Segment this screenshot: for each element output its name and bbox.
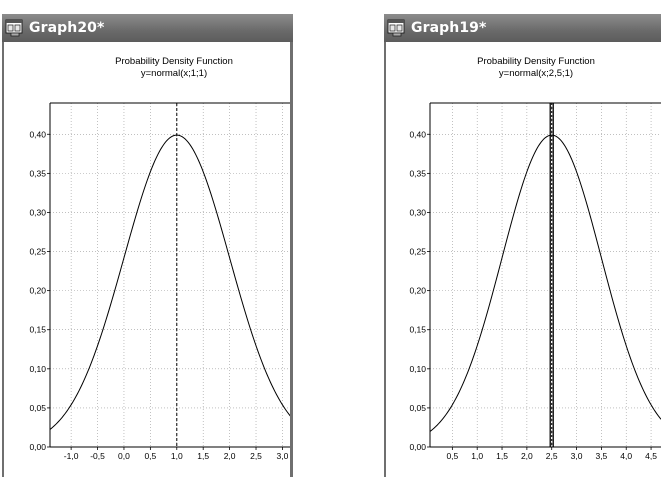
x-tick-label: 0,0 — [118, 451, 130, 461]
x-tick-label: 2,0 — [224, 451, 236, 461]
x-tick-label: -0,5 — [90, 451, 105, 461]
window-border — [290, 42, 293, 477]
x-tick-label: 2,0 — [521, 451, 533, 461]
x-tick-label: 2,5 — [546, 451, 558, 461]
y-tick-label: 0,10 — [409, 364, 426, 374]
x-tick-label: 2,5 — [250, 451, 262, 461]
x-tick-label: 4,5 — [645, 451, 657, 461]
y-tick-label: 0,35 — [29, 168, 46, 178]
window-title: Graph20* — [29, 20, 105, 36]
graph19-chart[interactable]: Probability Density Functiony=normal(x;2… — [384, 42, 661, 477]
graph19-window[interactable]: Graph19* Probability Density Function y=n… — [384, 14, 661, 477]
window-title: Graph19* — [411, 20, 487, 36]
plot-area — [50, 103, 293, 447]
x-tick-label: 4,0 — [620, 451, 632, 461]
x-tick-label: -1,0 — [64, 451, 79, 461]
density-curve — [429, 134, 661, 432]
y-tick-label: 0,15 — [29, 325, 46, 335]
y-tick-label: 0,25 — [409, 247, 426, 257]
x-tick-label: 0,5 — [446, 451, 458, 461]
y-tick-label: 0,40 — [409, 129, 426, 139]
chart-title: Probability Density Function — [477, 56, 595, 67]
x-tick-label: 1,5 — [197, 451, 209, 461]
y-tick-label: 0,25 — [29, 247, 46, 257]
graph19-titlebar[interactable]: Graph19* — [384, 14, 661, 42]
y-tick-label: 0,30 — [29, 207, 46, 217]
y-tick-label: 0,05 — [409, 403, 426, 413]
window-border — [2, 42, 4, 477]
y-tick-label: 0,20 — [29, 286, 46, 296]
window-border — [384, 42, 386, 477]
x-tick-label: 0,5 — [144, 451, 156, 461]
y-tick-label: 0,10 — [29, 364, 46, 374]
chart-subtitle: y=normal(x;2,5;1) — [499, 68, 573, 79]
x-tick-label: 3,0 — [571, 451, 583, 461]
x-tick-label: 3,0 — [277, 451, 289, 461]
graph20-client: Probability Density Function y=normal(x;1… — [2, 42, 293, 477]
y-tick-label: 0,30 — [409, 207, 426, 217]
y-tick-label: 0,05 — [29, 403, 46, 413]
y-tick-label: 0,00 — [409, 442, 426, 452]
y-tick-label: 0,15 — [409, 325, 426, 335]
graph-window-icon — [5, 19, 23, 37]
graph19-client: Probability Density Function y=normal(x;2… — [384, 42, 661, 477]
graph20-titlebar[interactable]: Graph20* — [2, 14, 293, 42]
graph20-chart[interactable]: Probability Density Functiony=normal(x;1… — [2, 42, 293, 477]
y-tick-label: 0,20 — [409, 286, 426, 296]
x-tick-label: 3,5 — [595, 451, 607, 461]
plot-area — [430, 103, 661, 447]
chart-title: Probability Density Function — [115, 56, 233, 67]
y-tick-label: 0,40 — [29, 129, 46, 139]
x-tick-label: 1,5 — [496, 451, 508, 461]
x-tick-label: 1,0 — [471, 451, 483, 461]
graph20-window[interactable]: Graph20* Probability Density Function y=n… — [2, 14, 293, 477]
graph-window-icon — [387, 19, 405, 37]
y-tick-label: 0,00 — [29, 442, 46, 452]
density-curve — [49, 134, 293, 430]
chart-subtitle: y=normal(x;1;1) — [141, 68, 207, 79]
x-tick-label: 1,0 — [171, 451, 183, 461]
y-tick-label: 0,35 — [409, 168, 426, 178]
